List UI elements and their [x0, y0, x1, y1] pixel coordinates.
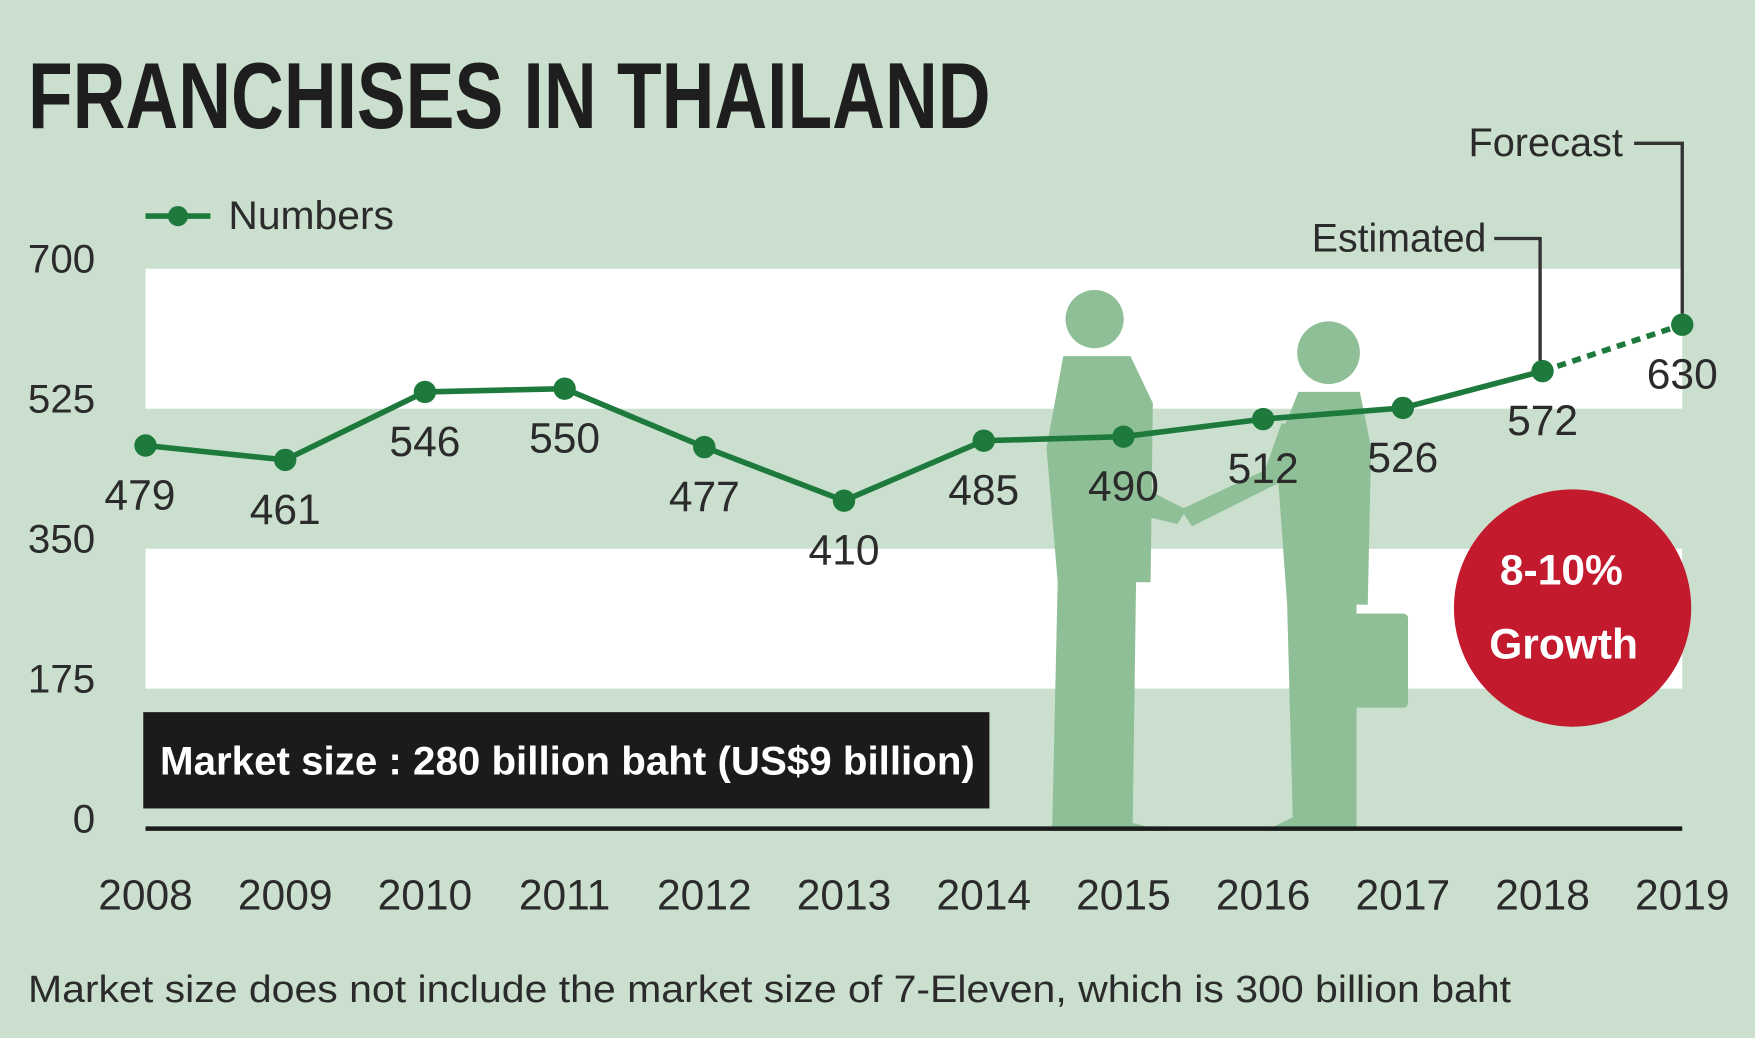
y-tick-label: 700	[28, 237, 95, 282]
head	[1065, 290, 1124, 349]
data-label: 630	[1647, 351, 1718, 399]
x-tick-label: 2016	[1216, 871, 1311, 919]
forecast-label: Forecast	[1468, 120, 1622, 165]
market-size: Market size : 280 billion baht (US$9 bil…	[160, 738, 975, 783]
data-point	[1391, 396, 1415, 420]
growth-badge-text: 8-10%	[1500, 547, 1623, 595]
chart-title: FRANCHISES IN THAILAND	[28, 43, 991, 148]
y-tick-label: 525	[28, 377, 95, 422]
silhouettes	[1046, 290, 1409, 831]
growth-badge-text: Growth	[1489, 620, 1638, 668]
x-tick-label: 2008	[98, 871, 193, 919]
arm	[1124, 403, 1187, 525]
data-point	[413, 380, 437, 404]
y-tick-label: 0	[73, 797, 95, 842]
arm	[1180, 423, 1299, 527]
data-point	[832, 489, 856, 512]
y-tick-label: 175	[28, 657, 95, 702]
data-point	[1251, 407, 1275, 431]
data-point	[1531, 359, 1554, 383]
person	[1264, 391, 1372, 831]
y-tick-label: 350	[28, 517, 95, 562]
x-tick-label: 2013	[797, 871, 892, 919]
head	[1297, 321, 1360, 385]
data-label: 485	[948, 467, 1019, 515]
grid-band	[145, 408, 1683, 549]
grid-band	[145, 548, 1683, 689]
data-point	[553, 377, 576, 400]
data-point	[693, 435, 716, 459]
data-point	[274, 448, 297, 472]
data-point	[1112, 425, 1135, 448]
forecast-leader	[1634, 141, 1684, 314]
estimated-label: Estimated	[1312, 215, 1487, 260]
x-tick-label: 2011	[519, 871, 610, 919]
growth-badge	[1453, 489, 1692, 727]
data-label: 550	[529, 415, 600, 463]
data-point	[134, 434, 157, 457]
x-tick-label: 2017	[1356, 871, 1451, 919]
legend-label: Numbers	[228, 193, 394, 238]
x-tick-label: 2010	[378, 871, 473, 919]
data-label: 512	[1228, 445, 1299, 493]
x-tick-label: 2012	[657, 871, 752, 919]
data-label: 410	[809, 527, 880, 575]
data-label: 490	[1088, 463, 1159, 511]
x-tick-label: 2014	[936, 871, 1031, 919]
data-label: 526	[1367, 434, 1438, 482]
grid-band	[145, 268, 1683, 409]
data-label: 572	[1507, 397, 1578, 445]
legend-marker	[167, 206, 189, 227]
data-label: 546	[389, 418, 460, 466]
data-label: 477	[669, 473, 740, 521]
forecast-line	[1541, 322, 1684, 374]
x-tick-label: 2018	[1495, 871, 1590, 919]
data-point	[1671, 313, 1694, 336]
market-size-box	[143, 712, 990, 809]
x-tick-label: 2009	[238, 871, 333, 919]
x-tick-label: 2019	[1635, 871, 1730, 919]
plot: 0 175 350 525 700 2008 2009 2010 2011 2012 2013 201…	[28, 237, 1730, 920]
x-tick-label: 2015	[1076, 871, 1171, 919]
estimated-leader	[1494, 236, 1542, 361]
data-label: 479	[104, 471, 175, 519]
footnote: Market size does not include the market …	[28, 969, 1511, 1011]
briefcase	[1343, 613, 1409, 708]
data-label: 461	[250, 486, 321, 534]
data-point	[972, 429, 995, 452]
